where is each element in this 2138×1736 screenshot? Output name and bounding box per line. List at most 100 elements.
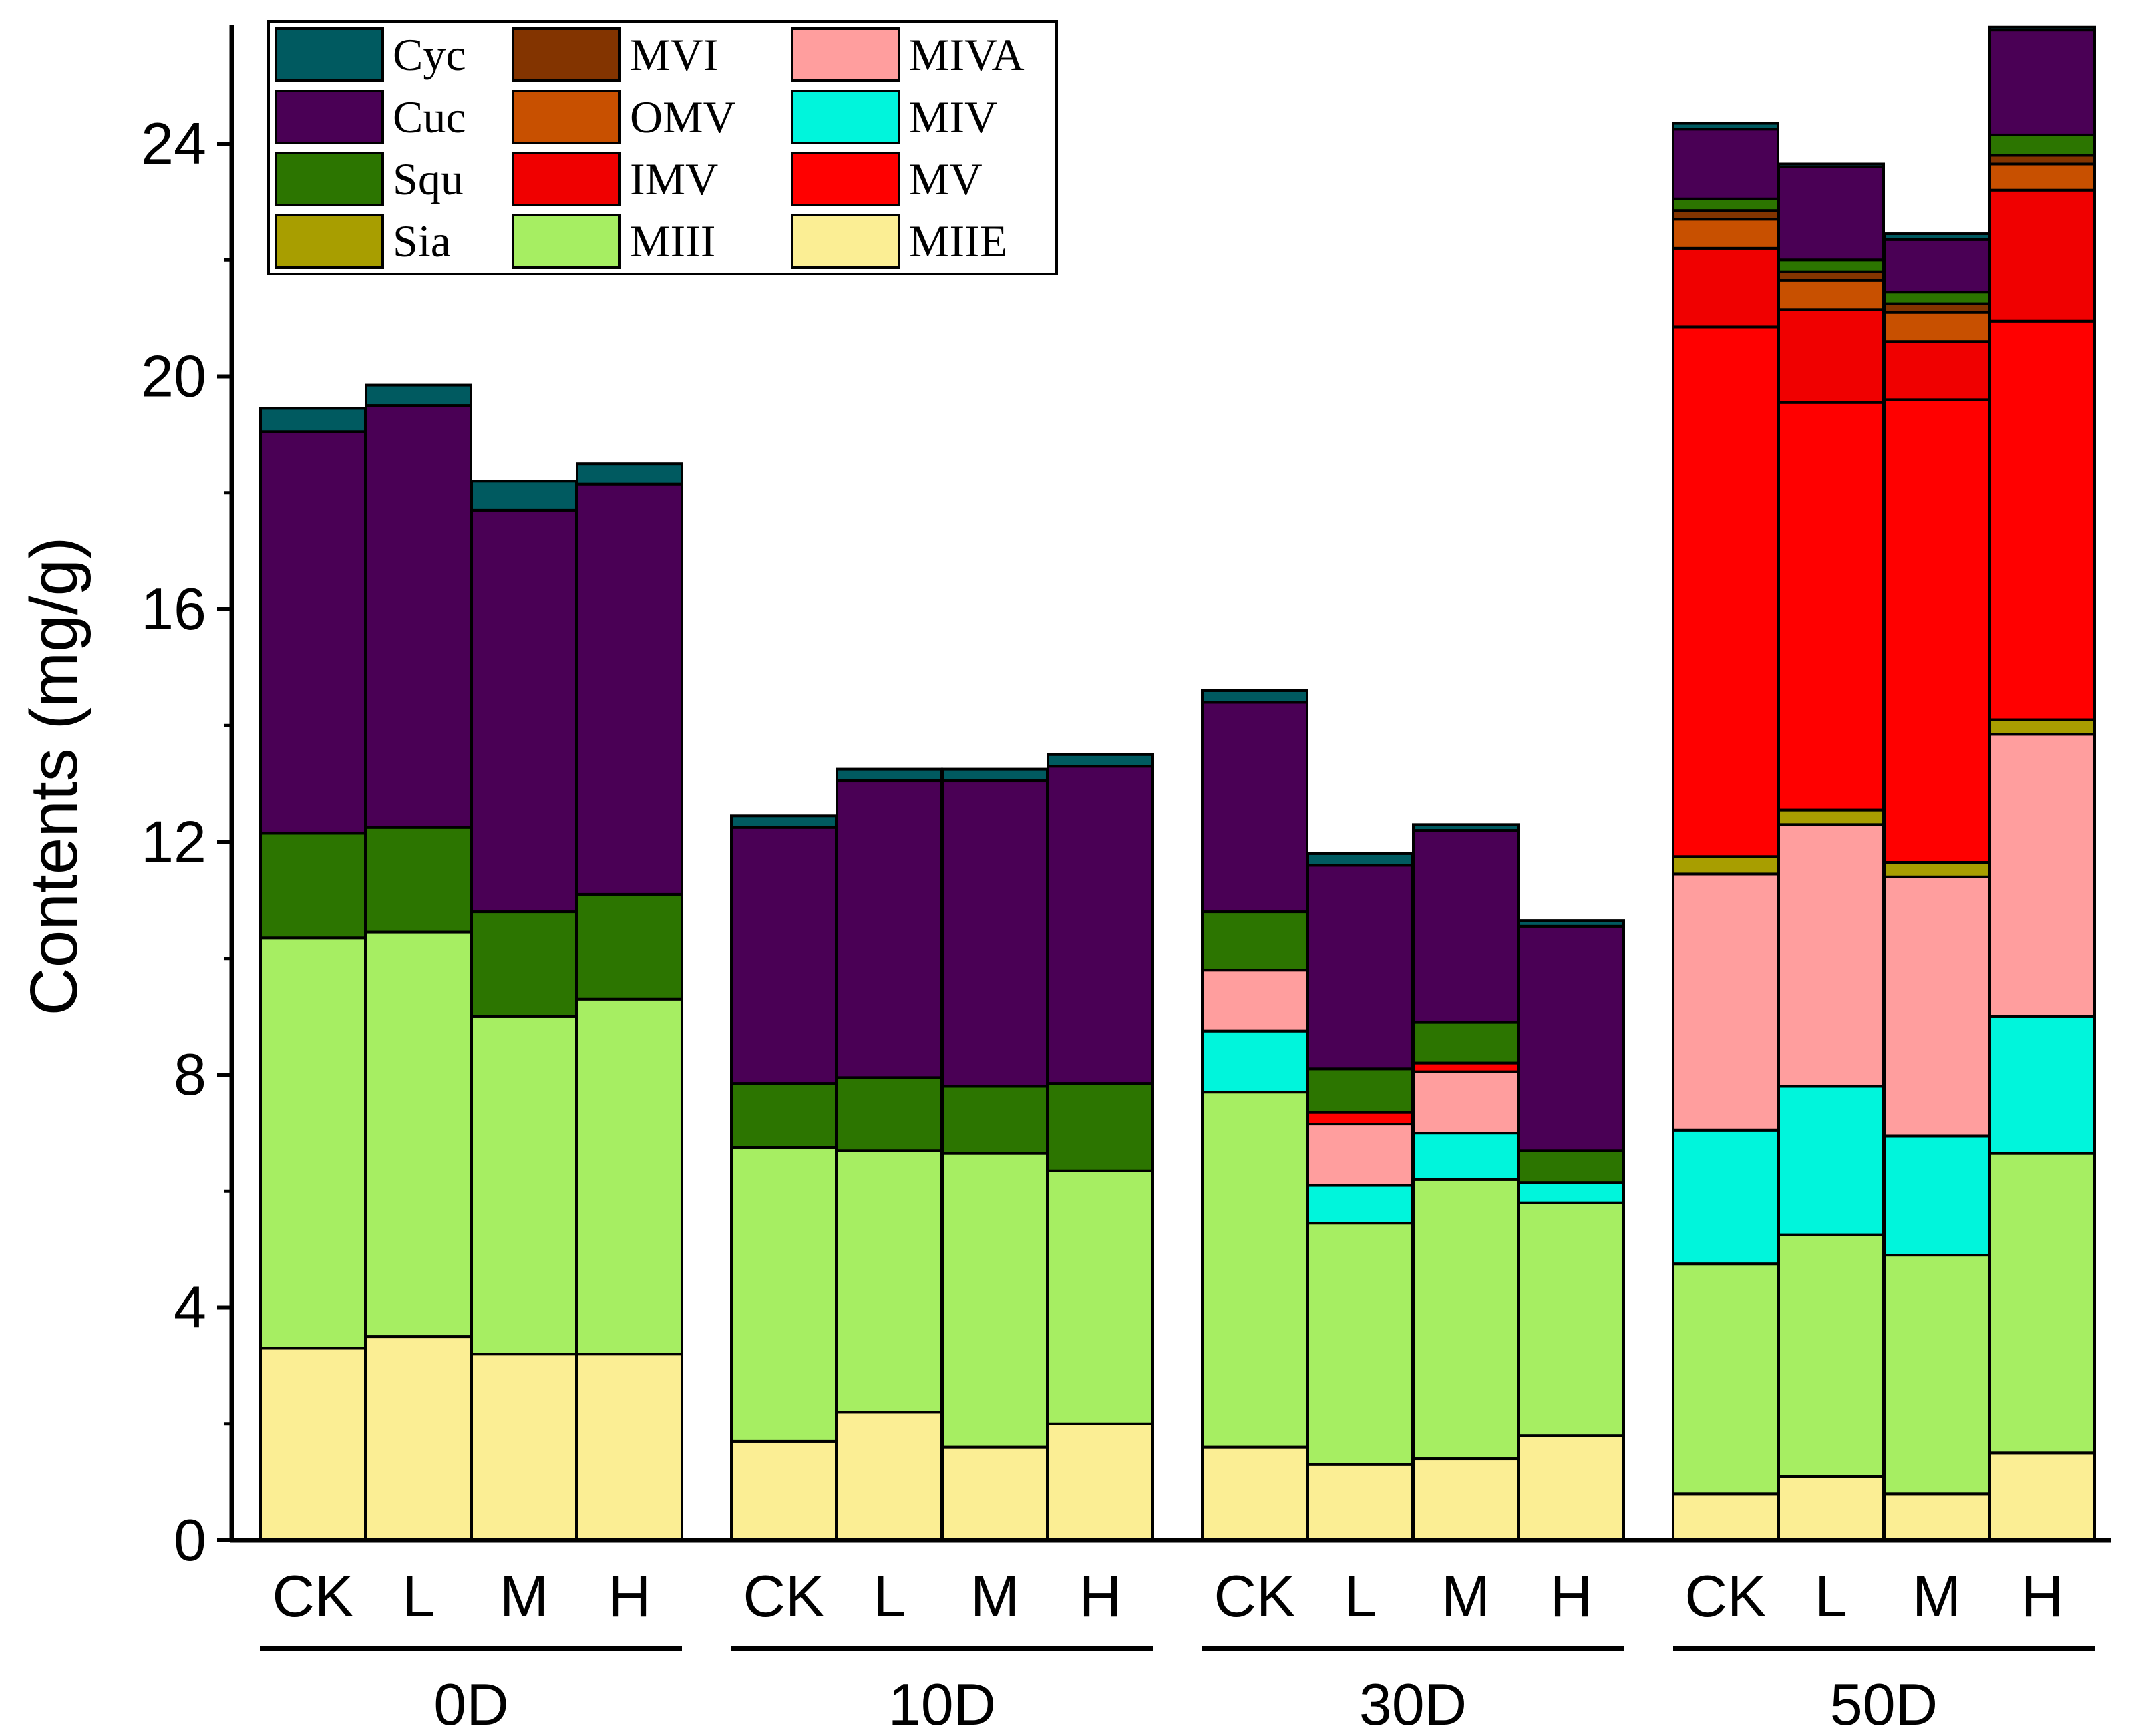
bar-segment-sia-50d-l — [1777, 808, 1885, 826]
bar-segment-miie-0d-ck — [259, 1347, 367, 1542]
bar-segment-miie-10d-h — [1047, 1422, 1154, 1542]
bar-segment-cuc-30d-l — [1306, 864, 1414, 1071]
bar-segment-miie-50d-h — [1988, 1451, 2096, 1542]
bar-segment-squ-0d-ck — [259, 832, 367, 940]
bar-segment-squ-10d-l — [836, 1076, 943, 1152]
bar-segment-omv-50d-l — [1777, 279, 1885, 311]
legend-swatch-sia — [275, 214, 384, 269]
bar-segment-cuc-10d-m — [941, 779, 1049, 1088]
legend-label-cyc: Cyc — [393, 29, 466, 80]
bar-segment-miv-30d-h — [1518, 1181, 1625, 1204]
bar-segment-cuc-0d-m — [470, 508, 578, 914]
bar-segment-squ-10d-ck — [730, 1082, 838, 1149]
x-tick-label: CK — [1214, 1563, 1295, 1629]
bar-segment-cyc-10d-ck — [730, 814, 838, 829]
bar-segment-miv-30d-l — [1306, 1184, 1414, 1225]
legend-label-mv: MV — [909, 154, 983, 204]
bar-segment-miii-30d-l — [1306, 1222, 1414, 1466]
legend-swatch-imv — [512, 152, 621, 206]
legend-swatch-mvi — [512, 27, 621, 82]
bar-segment-squ-50d-l — [1777, 258, 1885, 273]
bar-segment-mv-50d-ck — [1672, 325, 1779, 858]
bar-segment-miv-50d-ck — [1672, 1128, 1779, 1266]
bar-segment-cyc-50d-l — [1777, 162, 1885, 168]
bar-segment-miii-50d-ck — [1672, 1262, 1779, 1496]
bar-segment-miva-50d-ck — [1672, 872, 1779, 1132]
bar-segment-miii-10d-h — [1047, 1169, 1154, 1425]
bar-segment-miii-0d-ck — [259, 936, 367, 1350]
bar-segment-miie-50d-m — [1883, 1492, 1990, 1542]
legend-swatch-cuc — [275, 90, 384, 144]
bar-segment-cyc-0d-h — [576, 462, 683, 486]
bar-segment-miie-10d-ck — [730, 1439, 838, 1542]
x-tick-label: L — [873, 1563, 906, 1629]
bar-segment-cyc-50d-ck — [1672, 122, 1779, 131]
legend-swatch-cyc — [275, 27, 384, 82]
legend-label-miv: MIV — [909, 92, 997, 142]
legend-label-squ: Squ — [393, 154, 464, 204]
bar-segment-miva-30d-ck — [1201, 969, 1308, 1033]
bar-segment-miie-10d-m — [941, 1445, 1049, 1542]
bar-segment-cyc-10d-m — [941, 767, 1049, 783]
bar-segment-miie-30d-ck — [1201, 1445, 1308, 1542]
bar-segment-cuc-0d-ck — [259, 430, 367, 835]
legend-label-cuc: Cuc — [393, 92, 466, 142]
bar-segment-cyc-30d-ck — [1201, 689, 1308, 704]
x-tick-label: H — [2021, 1563, 2064, 1629]
bar-segment-cyc-0d-m — [470, 480, 578, 512]
bar-segment-miii-10d-m — [941, 1152, 1049, 1449]
x-tick-label: CK — [743, 1563, 824, 1629]
x-tick-label: M — [970, 1563, 1019, 1629]
bar-segment-sia-50d-h — [1988, 718, 2096, 736]
y-tick-label: 4 — [174, 1274, 206, 1341]
legend-label-sia: Sia — [393, 216, 451, 267]
bar-segment-miie-10d-l — [836, 1411, 943, 1542]
bar-segment-mv-50d-m — [1883, 398, 1990, 864]
bar-segment-cuc-10d-ck — [730, 826, 838, 1085]
legend-swatch-miv — [791, 90, 900, 144]
bar-segment-cuc-0d-l — [365, 404, 472, 829]
legend-swatch-omv — [512, 90, 621, 144]
bar-segment-miii-30d-m — [1412, 1178, 1520, 1461]
legend-label-mvi: MVI — [630, 29, 718, 80]
y-tick-label: 24 — [141, 110, 206, 176]
x-tick-label: L — [1815, 1563, 1847, 1629]
group-label: 50D — [1830, 1671, 1938, 1736]
bar-segment-miii-50d-h — [1988, 1152, 2096, 1455]
bar-segment-omv-50d-h — [1988, 162, 2096, 192]
bar-segment-cuc-50d-h — [1988, 29, 2096, 136]
x-tick-label: L — [1344, 1563, 1377, 1629]
legend-label-miie: MIIE — [909, 216, 1007, 267]
bar-segment-cyc-50d-m — [1883, 232, 1990, 241]
bar-segment-sia-50d-ck — [1672, 855, 1779, 876]
x-tick-label: CK — [1684, 1563, 1766, 1629]
legend-label-miva: MIVA — [909, 29, 1025, 80]
bar-segment-miii-10d-l — [836, 1149, 943, 1414]
bar-segment-cyc-10d-h — [1047, 753, 1154, 768]
bar-segment-cuc-30d-m — [1412, 829, 1520, 1024]
bar-segment-squ-50d-m — [1883, 291, 1990, 305]
bar-segment-cuc-10d-l — [836, 779, 943, 1079]
bar-segment-squ-10d-m — [941, 1085, 1049, 1155]
bar-segment-cuc-0d-h — [576, 482, 683, 896]
bar-segment-imv-50d-l — [1777, 308, 1885, 404]
bar-segment-squ-10d-h — [1047, 1082, 1154, 1172]
bar-segment-miie-30d-m — [1412, 1457, 1520, 1542]
bar-segment-miii-10d-ck — [730, 1146, 838, 1443]
bar-segment-miv-50d-h — [1988, 1015, 2096, 1155]
bar-segment-cyc-30d-h — [1518, 919, 1625, 928]
bar-segment-cyc-0d-l — [365, 383, 472, 407]
bar-segment-miie-30d-l — [1306, 1463, 1414, 1542]
legend-swatch-miii — [512, 214, 621, 269]
y-tick-label: 20 — [141, 343, 206, 409]
bar-segment-miva-50d-h — [1988, 733, 2096, 1018]
bar-segment-imv-50d-ck — [1672, 246, 1779, 329]
bar-segment-miii-0d-l — [365, 930, 472, 1339]
bar-segment-squ-30d-m — [1412, 1021, 1520, 1065]
legend-swatch-squ — [275, 152, 384, 206]
legend-label-miii: MIII — [630, 216, 715, 267]
bar-segment-miv-30d-ck — [1201, 1029, 1308, 1094]
bar-segment-miva-30d-l — [1306, 1123, 1414, 1187]
x-tick-label: H — [1079, 1563, 1122, 1629]
